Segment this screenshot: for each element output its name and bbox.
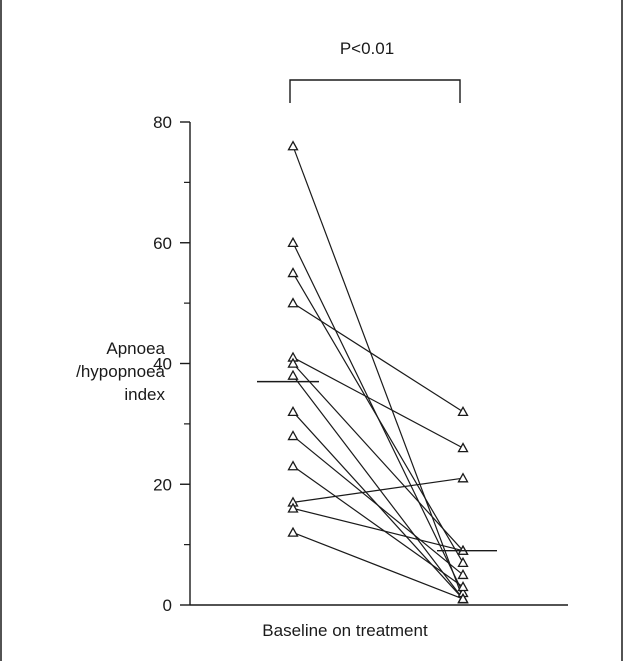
baseline-marker [287, 357, 299, 368]
baseline-marker [287, 526, 299, 537]
pair-connector-line [292, 356, 464, 449]
pair-lines [292, 145, 464, 600]
treatment-marker [457, 581, 469, 592]
pair-connector-line [292, 363, 464, 552]
baseline-marker [287, 236, 299, 248]
y-axis-label-line-2: /hypopnoea [76, 362, 165, 381]
baseline-marker [287, 140, 299, 151]
y-tick-label: 60 [153, 234, 172, 253]
pair-connector-line [292, 507, 464, 552]
data-markers [287, 140, 469, 604]
baseline-marker [287, 460, 299, 471]
pair-connector-line [292, 531, 464, 600]
pair-connector-line [292, 477, 464, 503]
treatment-marker [457, 405, 469, 417]
baseline-marker [287, 405, 299, 417]
baseline-marker [287, 430, 299, 441]
y-ticks: 0 20 40 60 80 [153, 113, 190, 615]
significance-bracket [289, 79, 461, 103]
pair-connector-line [292, 465, 464, 588]
y-tick-label: 40 [153, 355, 172, 374]
treatment-marker [457, 568, 469, 580]
pair-connector-line [292, 302, 464, 413]
treatment-marker [457, 442, 469, 453]
y-axis-label-line-1: Apnoea [106, 339, 165, 358]
y-tick-label: 80 [153, 113, 172, 132]
pair-connector-line [292, 435, 464, 576]
y-tick-label: 0 [163, 596, 172, 615]
treatment-marker [457, 472, 469, 483]
y-tick-label: 20 [153, 475, 172, 494]
baseline-marker [287, 369, 299, 380]
median-lines [257, 380, 497, 552]
pair-connector-line [292, 375, 464, 600]
baseline-marker [287, 502, 299, 513]
treatment-marker [457, 593, 469, 604]
x-axis-label: Baseline on treatment [262, 621, 428, 640]
y-axis-label-line-3: index [124, 385, 165, 404]
significance-label: P<0.01 [340, 39, 394, 58]
baseline-marker [287, 297, 299, 308]
baseline-marker [287, 267, 299, 278]
treatment-marker [457, 556, 469, 567]
pair-connector-line [292, 145, 464, 600]
